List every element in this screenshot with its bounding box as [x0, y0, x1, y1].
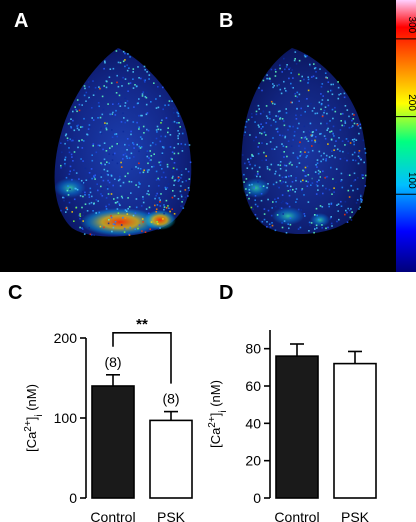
significance-bracket [112, 331, 172, 384]
y-tick-label: 0 [253, 490, 261, 506]
cell-image-control [54, 48, 192, 237]
cell-image-psk [241, 48, 367, 235]
y-tick-label: 0 [69, 490, 77, 506]
bar-psk [333, 362, 377, 499]
bar-control [91, 385, 135, 499]
x-tick-label: PSK [341, 509, 370, 522]
y-tick-label: 40 [245, 415, 261, 431]
panel-label-a: A [14, 10, 29, 32]
colorbar-tick-label: 300 [406, 17, 416, 34]
x-tick-label: Control [274, 509, 319, 522]
y-axis-label: [Ca2+]i (nM) [208, 380, 229, 448]
panel-label-b: B [219, 10, 234, 32]
bar-psk [149, 419, 193, 499]
x-tick-label: Control [90, 509, 135, 522]
panel-label-d: D [219, 282, 234, 304]
y-axis-label: [Ca2+]i (nM) [23, 384, 45, 452]
y-tick-label: 20 [245, 453, 261, 469]
colorbar-gradient [396, 0, 416, 272]
colorbar: 100 200 300 [396, 0, 416, 272]
bar-control [275, 355, 319, 499]
bar-chart-d: 0 20 40 60 80 [Ca2+]i (nM) Control PSK [208, 330, 377, 522]
y-tick-label: 80 [245, 341, 261, 357]
y-tick-label: 60 [245, 378, 261, 394]
n-label: (8) [162, 391, 179, 407]
y-tick-label: 100 [54, 410, 78, 426]
significance-label: ** [136, 316, 148, 333]
y-tick-label: 200 [54, 330, 78, 346]
calcium-imaging-panel: A B 100 200 300 [0, 0, 416, 272]
colorbar-tick-label: 200 [406, 94, 416, 111]
n-label: (8) [104, 354, 121, 370]
colorbar-tick-label: 100 [406, 172, 416, 189]
x-tick-label: PSK [157, 509, 186, 522]
cell-images [54, 48, 367, 237]
panel-label-c: C [8, 282, 23, 304]
bar-chart-c: 0 100 200 [Ca2+]i (nM) Control (8) PSK (8) ** [23, 316, 193, 522]
